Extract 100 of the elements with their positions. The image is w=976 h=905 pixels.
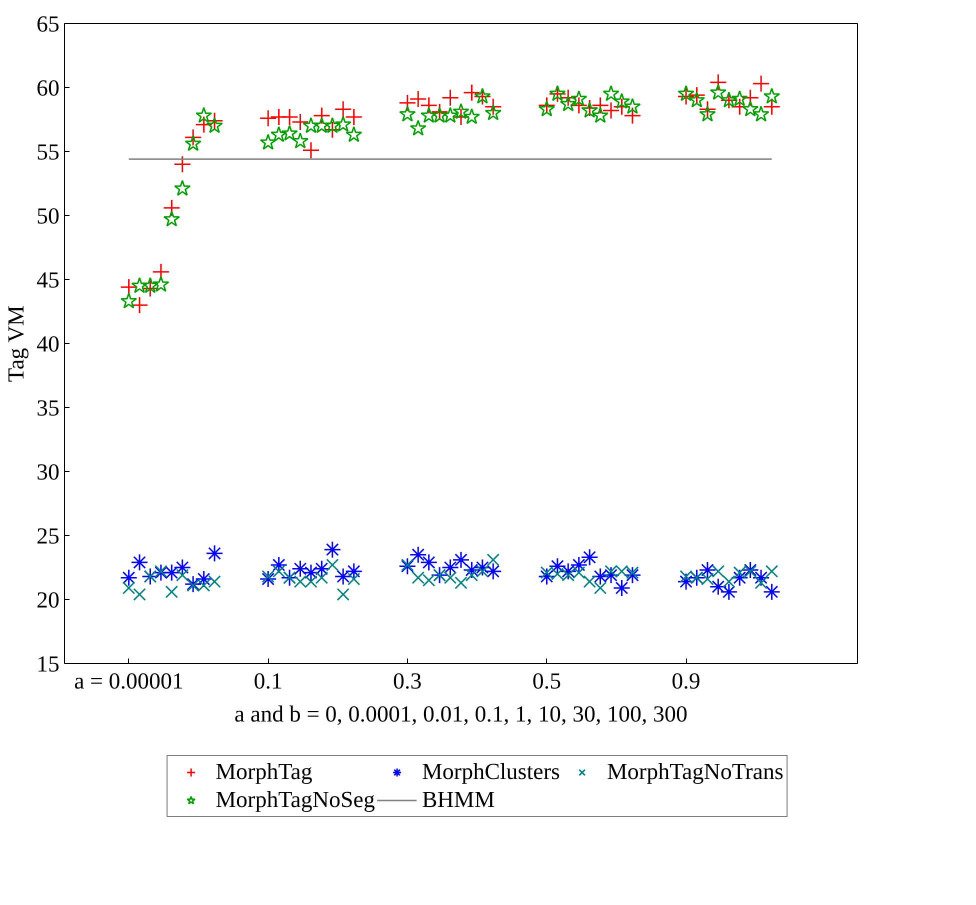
legend-label: BHMM [422,787,495,813]
point [431,106,448,123]
point [184,128,202,146]
point [401,558,414,572]
point [347,572,360,586]
point [624,98,641,114]
point [602,85,620,102]
point [152,276,170,292]
point [538,100,556,116]
point [594,582,607,594]
point [398,557,416,575]
point [315,571,328,584]
point [709,74,727,92]
point [698,100,716,118]
point [452,103,470,120]
point [442,558,460,576]
legend-label: MorphTagNoTrans [606,759,784,785]
point [334,116,352,132]
point [345,108,363,126]
point [602,102,620,120]
point [120,568,138,586]
point [326,558,339,572]
y-axis-title: Tag VM [4,305,28,382]
point [465,568,478,582]
point [312,560,330,578]
point [442,106,459,123]
point [742,100,759,116]
point [281,124,298,141]
point [763,98,781,116]
point [399,106,416,122]
point [754,576,768,590]
point [163,210,180,227]
point [712,564,725,578]
point [484,98,502,116]
point [548,557,566,575]
point [454,576,468,590]
point [624,106,642,124]
point [154,564,168,578]
point [324,540,342,558]
point [462,84,480,102]
point [409,546,427,564]
y-tick-label: 45 [36,268,60,292]
point [174,180,191,196]
point [176,568,189,582]
point [130,554,148,572]
point [208,575,221,588]
point [476,564,489,578]
point [484,104,502,120]
point [259,570,277,588]
point [334,100,352,118]
point [463,108,480,124]
point [442,88,460,106]
point [122,582,136,594]
point [133,588,146,601]
point [292,560,310,578]
point [763,88,780,104]
point [430,103,448,121]
x-tick-label: 0.1 [254,668,282,694]
point [324,117,341,134]
point [580,548,598,566]
point [688,92,706,108]
point [613,92,630,109]
point [195,106,212,123]
point [262,570,275,583]
point [302,564,320,582]
point [710,84,727,100]
point [709,578,727,596]
point [120,278,138,296]
point [420,96,438,114]
point [730,568,748,586]
point [592,568,610,586]
point [174,558,192,576]
point [272,564,286,578]
point [206,117,223,134]
y-tick-label: 15 [36,652,60,676]
point [312,106,330,124]
point [752,74,770,92]
x-tick-label: 0.9 [672,668,700,694]
point [612,98,630,116]
point [474,558,492,576]
x-tick-label: a = 0.00001 [74,668,184,694]
point [184,135,202,152]
point [452,551,470,569]
point [678,85,694,102]
y-tick-label: 50 [36,204,60,228]
point [420,554,438,572]
legend-label: MorphTag [216,759,312,785]
point [765,564,778,578]
y-tick-label: 30 [36,460,60,484]
point [484,562,502,580]
point [270,556,288,574]
point [334,568,352,586]
y-tick-label: 35 [36,396,60,420]
legend-label: MorphTagNoSeg [216,787,375,813]
point [162,199,180,217]
point [699,106,716,122]
point [152,263,170,281]
point [409,90,427,108]
point [195,116,213,134]
point [592,96,610,114]
